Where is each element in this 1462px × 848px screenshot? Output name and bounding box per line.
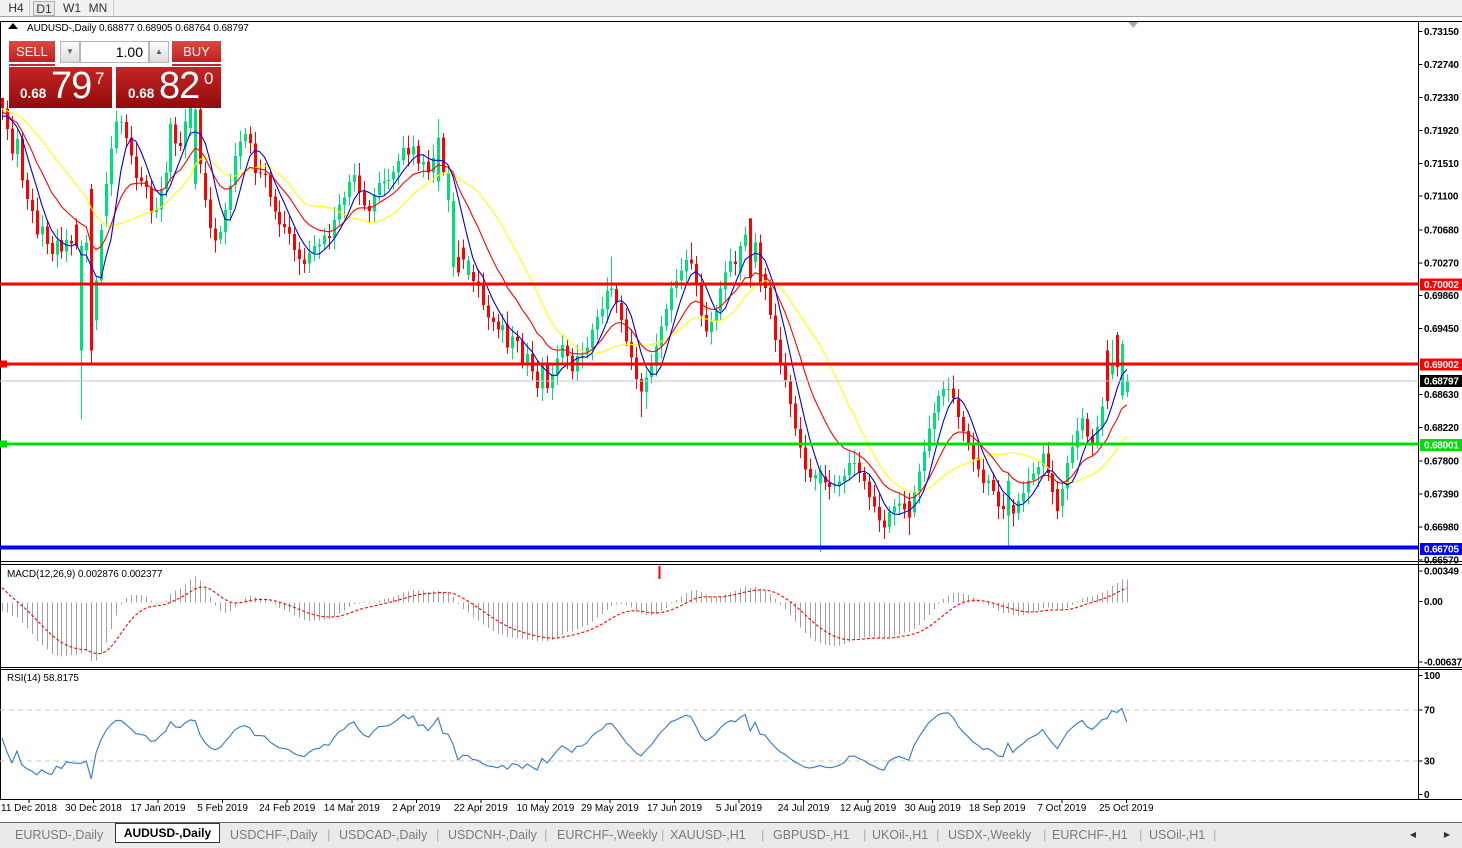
svg-text:7 Oct 2019: 7 Oct 2019 bbox=[1037, 803, 1086, 814]
svg-text:0.00: 0.00 bbox=[1424, 597, 1443, 608]
svg-text:0.69860: 0.69860 bbox=[1424, 291, 1459, 302]
svg-text:0.69002: 0.69002 bbox=[1424, 360, 1459, 371]
svg-text:-0.00637: -0.00637 bbox=[1424, 658, 1462, 669]
svg-text:0.66980: 0.66980 bbox=[1424, 522, 1459, 533]
svg-text:24 Feb 2019: 24 Feb 2019 bbox=[259, 803, 316, 814]
svg-text:0.70270: 0.70270 bbox=[1424, 258, 1459, 269]
svg-text:0.73150: 0.73150 bbox=[1424, 27, 1459, 38]
svg-text:0.67390: 0.67390 bbox=[1424, 490, 1459, 501]
svg-text:22 Apr 2019: 22 Apr 2019 bbox=[454, 803, 508, 814]
svg-text:0.72740: 0.72740 bbox=[1424, 60, 1459, 71]
svg-text:12 Aug 2019: 12 Aug 2019 bbox=[840, 803, 897, 814]
svg-text:MACD(12,26,9) 0.002876 0.00237: MACD(12,26,9) 0.002876 0.002377 bbox=[7, 569, 163, 580]
svg-text:100: 100 bbox=[1424, 671, 1441, 682]
svg-text:2 Apr 2019: 2 Apr 2019 bbox=[392, 803, 441, 814]
svg-text:29 May 2019: 29 May 2019 bbox=[581, 803, 639, 814]
svg-text:17 Jun 2019: 17 Jun 2019 bbox=[647, 803, 702, 814]
svg-text:0.71920: 0.71920 bbox=[1424, 126, 1459, 137]
svg-text:70: 70 bbox=[1424, 706, 1435, 717]
svg-text:30 Dec 2018: 30 Dec 2018 bbox=[65, 803, 122, 814]
svg-text:0.68630: 0.68630 bbox=[1424, 390, 1459, 401]
svg-text:0.66705: 0.66705 bbox=[1424, 545, 1459, 556]
svg-text:5 Feb 2019: 5 Feb 2019 bbox=[197, 803, 248, 814]
svg-text:0.68797: 0.68797 bbox=[1424, 377, 1459, 388]
svg-text:0.70680: 0.70680 bbox=[1424, 225, 1459, 236]
svg-text:0.68220: 0.68220 bbox=[1424, 423, 1459, 434]
svg-text:0.72330: 0.72330 bbox=[1424, 93, 1459, 104]
svg-text:RSI(14) 58.8175: RSI(14) 58.8175 bbox=[7, 673, 79, 684]
svg-text:5 Jul 2019: 5 Jul 2019 bbox=[716, 803, 763, 814]
svg-text:30: 30 bbox=[1424, 757, 1435, 768]
svg-text:0: 0 bbox=[1424, 790, 1430, 801]
svg-text:0.68001: 0.68001 bbox=[1424, 440, 1459, 451]
svg-text:30 Aug 2019: 30 Aug 2019 bbox=[905, 803, 962, 814]
svg-text:0.66570: 0.66570 bbox=[1424, 555, 1459, 566]
svg-text:0.67800: 0.67800 bbox=[1424, 457, 1459, 468]
svg-text:24 Jul 2019: 24 Jul 2019 bbox=[778, 803, 830, 814]
svg-text:25 Oct 2019: 25 Oct 2019 bbox=[1099, 803, 1154, 814]
svg-text:18 Sep 2019: 18 Sep 2019 bbox=[969, 803, 1026, 814]
svg-text:0.69450: 0.69450 bbox=[1424, 324, 1459, 335]
svg-text:11 Dec 2018: 11 Dec 2018 bbox=[1, 803, 57, 814]
svg-text:0.00349: 0.00349 bbox=[1424, 566, 1459, 577]
svg-text:0.71510: 0.71510 bbox=[1424, 159, 1459, 170]
svg-text:14 Mar 2019: 14 Mar 2019 bbox=[324, 803, 381, 814]
svg-text:10 May 2019: 10 May 2019 bbox=[516, 803, 574, 814]
svg-text:AUDUSD-,Daily 0.68877 0.68905: AUDUSD-,Daily 0.68877 0.68905 0.68764 0.… bbox=[27, 23, 249, 34]
svg-text:0.71100: 0.71100 bbox=[1424, 192, 1459, 203]
svg-text:0.70002: 0.70002 bbox=[1424, 280, 1459, 291]
svg-text:17 Jan 2019: 17 Jan 2019 bbox=[131, 803, 186, 814]
